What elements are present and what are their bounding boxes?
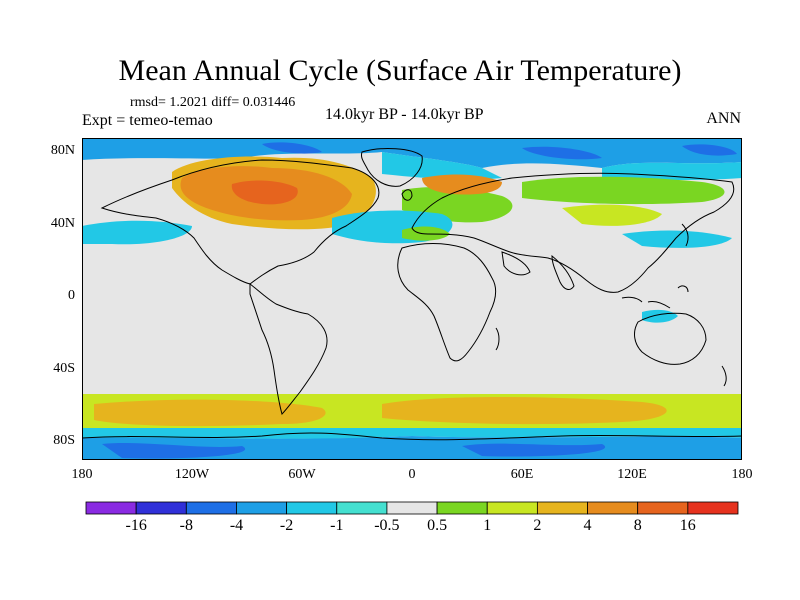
colorbar-label-4: -1	[330, 517, 344, 534]
colorbar-label-10: 8	[633, 517, 642, 534]
lon-label-60e: 60E	[510, 467, 534, 482]
diff-label: diff= 0.031446	[211, 95, 296, 110]
east-asia-green-region	[562, 204, 662, 226]
colorbar-swatch-1	[135, 501, 187, 515]
lon-label-120w: 120W	[174, 467, 210, 482]
colorbar-label-5: -0.5	[374, 517, 400, 534]
colorbar-label-7: 1	[483, 517, 492, 534]
southern-ocean-orange-band-2	[382, 397, 667, 425]
period-label: 14.0kyr BP - 14.0kyr BP	[325, 106, 484, 123]
siberia-green-region	[522, 176, 725, 205]
lat-label-0: 0	[68, 288, 75, 303]
colorbar-swatch-4	[286, 501, 338, 515]
chart-title: Mean Annual Cycle (Surface Air Temperatu…	[118, 54, 682, 87]
colorbar-swatch-0	[85, 501, 137, 515]
stats-line: rmsd= 1.2021 diff= 0.031446	[130, 95, 295, 111]
colorbar-swatch-3	[236, 501, 288, 515]
lon-label-60w: 60W	[288, 467, 316, 482]
southern-ocean-orange-band	[94, 399, 326, 427]
colorbar-swatch-11	[637, 501, 689, 515]
world-map	[82, 138, 742, 460]
colorbar-swatch-8	[486, 501, 538, 515]
colorbar-swatch-7	[436, 501, 488, 515]
arctic-blue-region	[82, 138, 742, 168]
colorbar-label-1: -8	[179, 517, 193, 534]
north-america-red-core	[231, 180, 298, 205]
colorbar-swatch-5	[336, 501, 388, 515]
colorbar-label-11: 16	[679, 517, 696, 534]
lat-label-40n: 40N	[50, 216, 75, 231]
lat-label-80s: 80S	[53, 433, 75, 448]
colorbar-swatch-12	[687, 501, 739, 515]
north-pacific-cyan-region	[82, 220, 192, 245]
arctic-cyan-region	[382, 152, 742, 182]
rmsd-label: rmsd= 1.2021	[130, 95, 208, 110]
coastlines	[82, 148, 742, 441]
lon-label-120e: 120E	[617, 467, 647, 482]
colorbar-swatch-6	[386, 501, 438, 515]
colorbar-swatch-2	[185, 501, 237, 515]
lat-label-80n: 80N	[50, 143, 75, 158]
colorbar-label-6: 0.5	[427, 517, 448, 534]
antarctic-darkblue-patches	[102, 443, 606, 459]
season-label: ANN	[706, 110, 741, 127]
lon-label-180e: 180	[731, 467, 753, 482]
colorbar-label-9: 4	[583, 517, 592, 534]
colorbar	[85, 501, 739, 515]
colorbar-label-3: -2	[279, 517, 294, 534]
lon-label-180w: 180	[71, 467, 93, 482]
colorbar-swatch-9	[536, 501, 588, 515]
colorbar-label-8: 2	[533, 517, 542, 534]
colorbar-swatch-10	[587, 501, 639, 515]
lat-label-40s: 40S	[53, 361, 75, 376]
colorbar-label-2: -4	[229, 517, 244, 534]
colorbar-label-0: -16	[125, 517, 147, 534]
europe-orange-region	[422, 174, 502, 195]
west-pacific-cyan-region	[622, 230, 732, 248]
lon-label-0: 0	[408, 467, 416, 482]
map-frame	[82, 138, 742, 460]
experiment-label: Expt = temeo-temao	[82, 112, 213, 129]
